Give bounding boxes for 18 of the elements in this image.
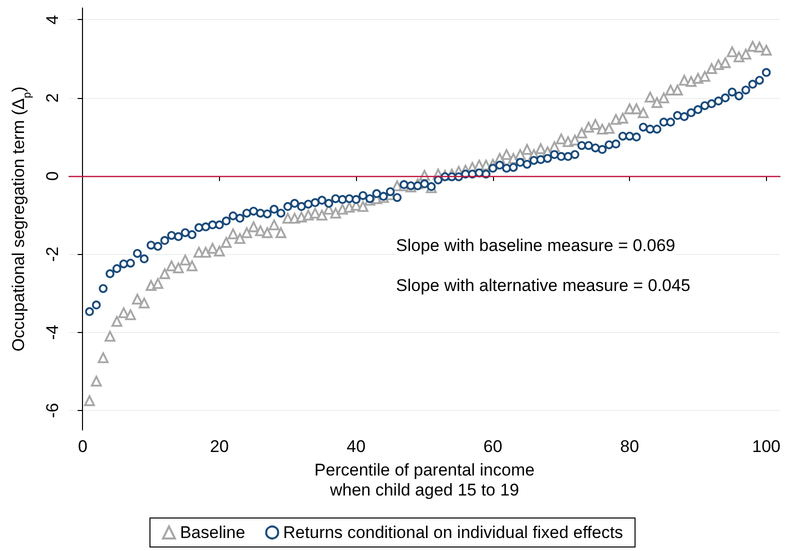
y-tick-label: -6 xyxy=(43,402,62,418)
annotation: Slope with alternative measure = 0.045 xyxy=(396,276,690,295)
y-tick-label: 2 xyxy=(43,93,62,103)
legend-label: Returns conditional on individual fixed effects xyxy=(283,523,624,542)
annotation: Slope with baseline measure = 0.069 xyxy=(396,236,676,255)
x-tick-label: 80 xyxy=(620,437,640,456)
x-tick-label: 60 xyxy=(483,437,502,456)
x-tick-label: 40 xyxy=(346,437,366,456)
y-axis-title: Occupational segregation term (Δp) xyxy=(9,86,34,352)
x-axis-title: Percentile of parental income when child aged 15 to 19 xyxy=(314,460,535,500)
x-tick-label: 0 xyxy=(78,437,88,456)
y-tick-label: -4 xyxy=(43,324,62,340)
legend-label: Baseline xyxy=(180,523,246,542)
x-tick-label: 20 xyxy=(210,437,229,456)
x-tick-label: 100 xyxy=(752,437,781,456)
y-tick-label: 4 xyxy=(43,14,62,24)
y-tick-label: -2 xyxy=(43,246,62,262)
y-tick-label: 0 xyxy=(43,171,62,181)
